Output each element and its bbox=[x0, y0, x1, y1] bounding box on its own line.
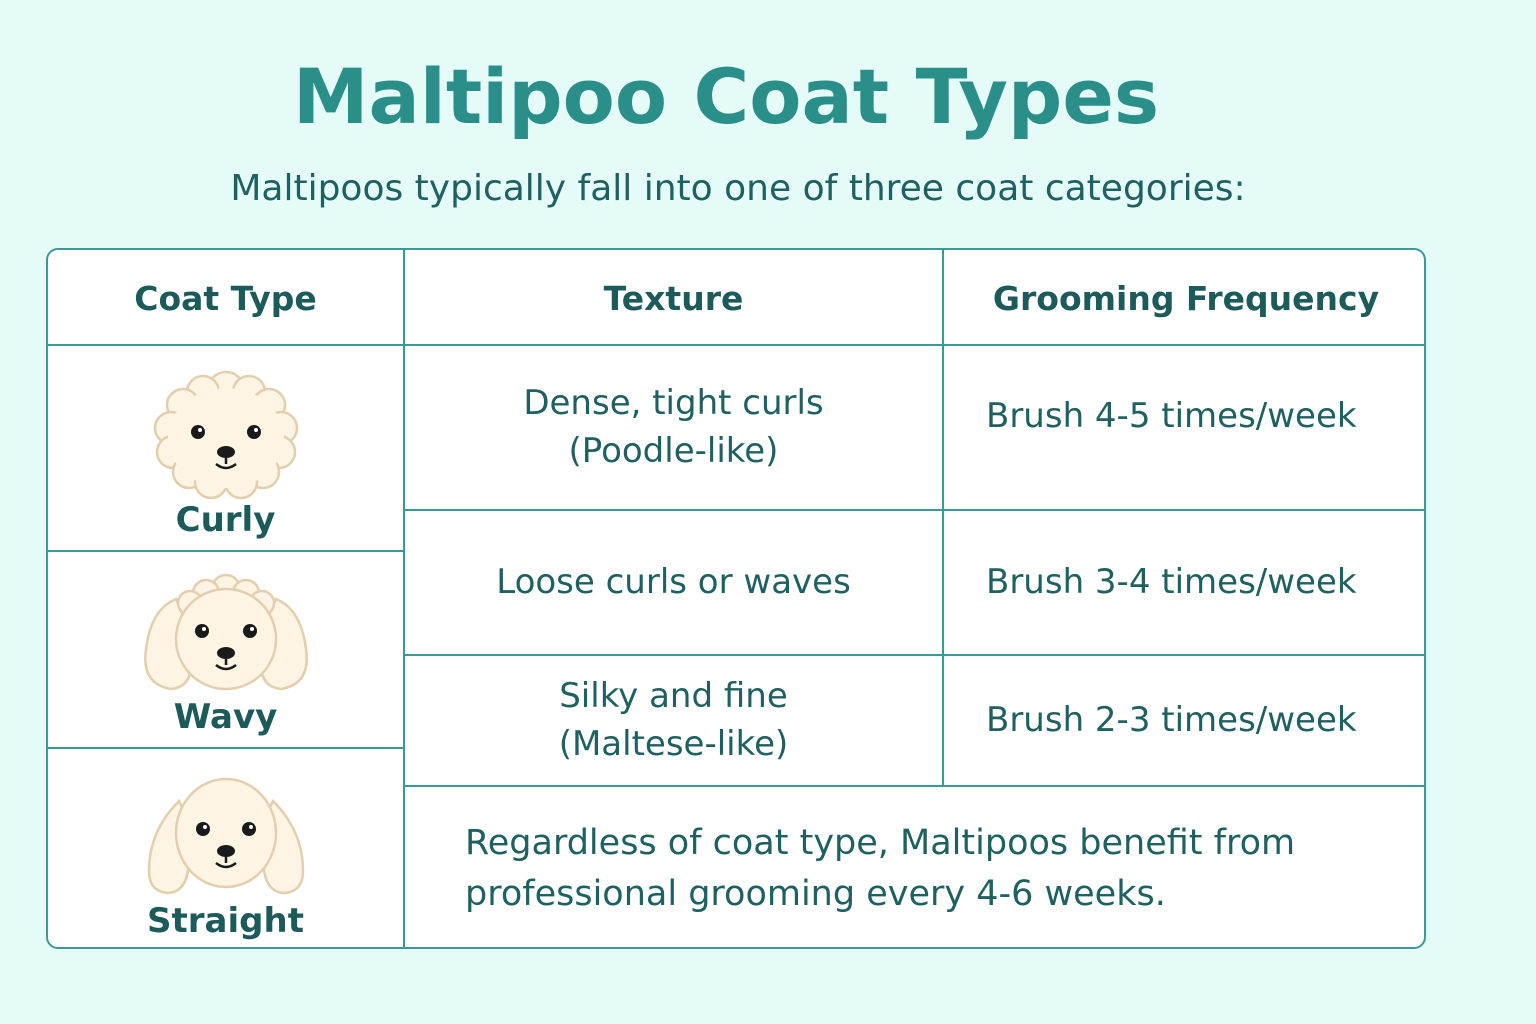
row-divider bbox=[48, 747, 403, 749]
grooming-note: Regardless of coat type, Maltipoos benef… bbox=[465, 823, 1296, 914]
coat-types-table: Coat Type Texture Grooming Frequency Cur… bbox=[46, 248, 1426, 949]
coat-cell-straight: Straight bbox=[48, 749, 403, 947]
page-title: Maltipoo Coat Types bbox=[292, 52, 1160, 141]
frequency-curly: Brush 4-5 times/week bbox=[986, 395, 1357, 436]
coat-label-straight: Straight bbox=[147, 901, 304, 941]
texture-straight: Silky and fine (Maltese-like) bbox=[558, 675, 789, 764]
wavy-dog-icon bbox=[143, 573, 308, 691]
coat-label-curly: Curly bbox=[175, 500, 276, 540]
header-coat-type: Coat Type bbox=[134, 278, 317, 318]
texture-wavy: Loose curls or waves bbox=[496, 561, 851, 602]
row-divider bbox=[403, 654, 1424, 656]
curly-dog-icon bbox=[153, 370, 298, 500]
header-texture: Texture bbox=[603, 278, 744, 318]
frequency-straight: Brush 2-3 times/week bbox=[986, 699, 1357, 740]
header-grooming-frequency: Grooming Frequency bbox=[992, 278, 1380, 318]
column-divider bbox=[403, 250, 405, 947]
row-divider bbox=[403, 785, 1424, 787]
row-divider bbox=[403, 509, 1424, 511]
column-divider bbox=[942, 250, 944, 785]
texture-curly: Dense, tight curls (Poodle-like) bbox=[523, 382, 824, 471]
coat-cell-wavy: Wavy bbox=[48, 552, 403, 747]
row-divider bbox=[48, 550, 403, 552]
page-subtitle: Maltipoos typically fall into one of thr… bbox=[230, 168, 1246, 209]
coat-cell-curly: Curly bbox=[48, 346, 403, 550]
coat-label-wavy: Wavy bbox=[173, 697, 278, 737]
straight-dog-icon bbox=[147, 777, 304, 895]
frequency-wavy: Brush 3-4 times/week bbox=[986, 561, 1357, 602]
header-divider bbox=[48, 344, 1424, 346]
